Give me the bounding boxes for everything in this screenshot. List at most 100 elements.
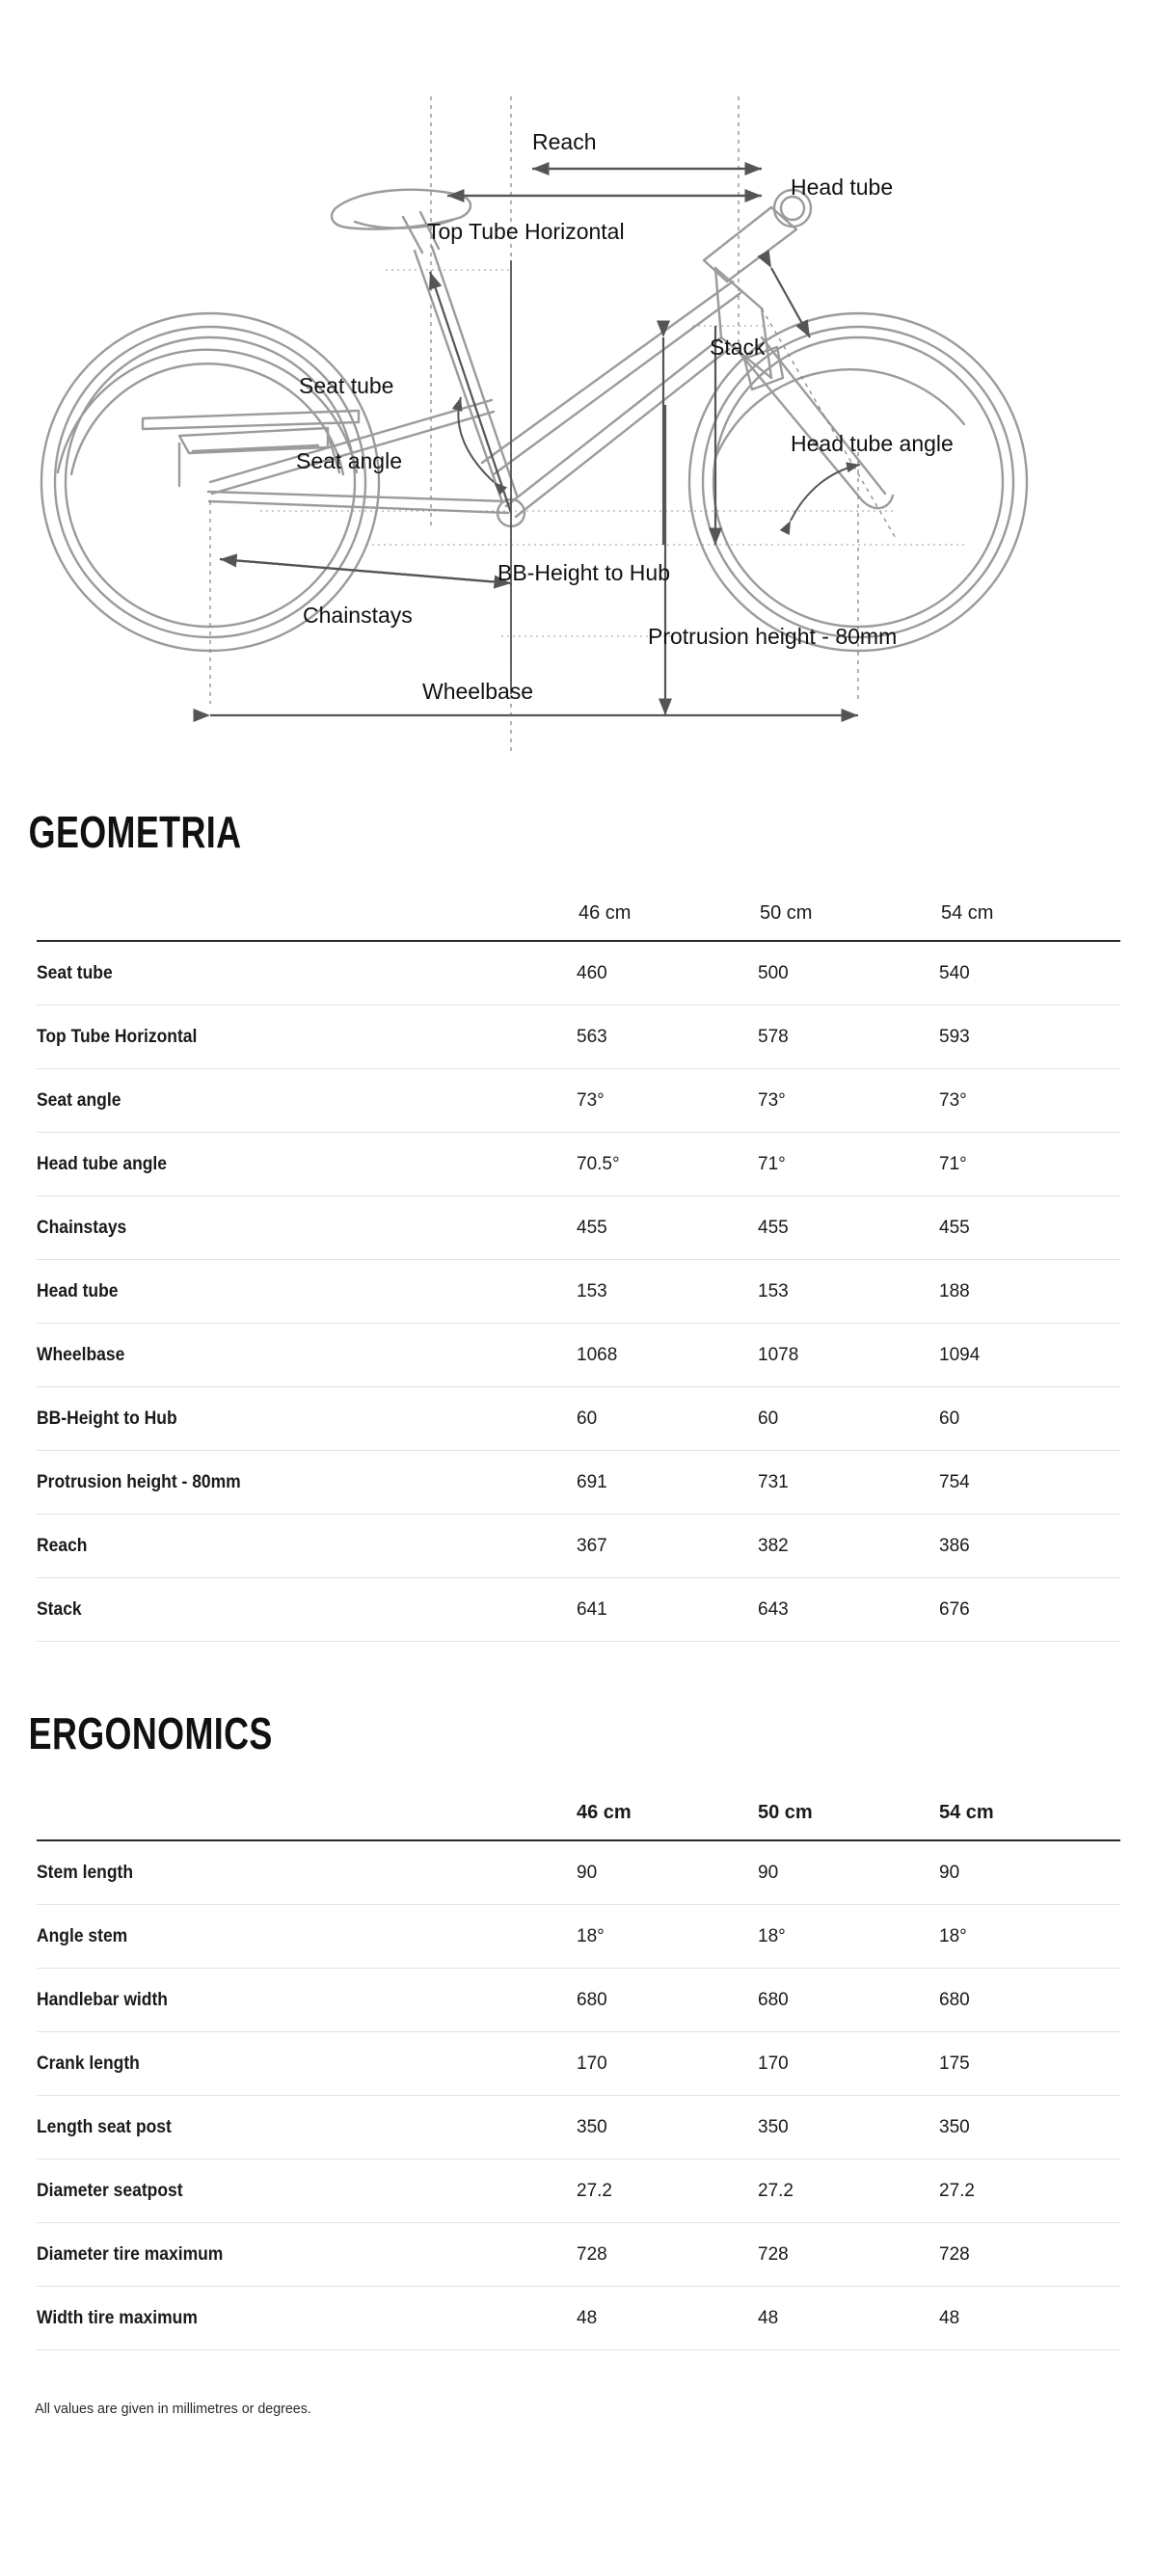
row-label: Stem length — [37, 1840, 534, 1905]
row-value-46: 691 — [577, 1450, 758, 1515]
seat-stay-lower — [210, 410, 496, 496]
ergonomics-table-body: Stem length 90 90 90 Angle stem 18° 18° … — [37, 1840, 1120, 2350]
row-value-46: 27.2 — [577, 2159, 758, 2223]
ergonomics-table-head: 46 cm 50 cm 54 cm — [37, 1802, 1120, 1840]
table-row: Wheelbase 1068 1078 1094 — [37, 1323, 1120, 1387]
row-value-54: 593 — [939, 1005, 1120, 1069]
fork-crown — [742, 345, 785, 391]
ergonomics-section-header: ERGONOMICS — [0, 1648, 1157, 1802]
row-value-50: 90 — [758, 1840, 939, 1905]
row-value-54: 754 — [939, 1450, 1120, 1515]
row-label: Diameter tire maximum — [37, 2222, 534, 2287]
geometry-header-row: 46 cm 50 cm 54 cm — [37, 902, 1120, 941]
table-row: Length seat post 350 350 350 — [37, 2095, 1120, 2160]
down-tube-upper — [504, 335, 723, 508]
top-tube-lower — [492, 291, 742, 476]
row-value-50: 1078 — [758, 1323, 939, 1387]
ergonomics-header-row: 46 cm 50 cm 54 cm — [37, 1802, 1120, 1840]
row-value-54: 18° — [939, 1904, 1120, 1969]
dimension-arrows — [193, 161, 861, 723]
row-value-54: 175 — [939, 2031, 1120, 2096]
row-value-50: 153 — [758, 1259, 939, 1324]
row-value-54: 188 — [939, 1259, 1120, 1324]
handlebar-clamp-outer — [772, 188, 813, 228]
row-value-46: 641 — [577, 1577, 758, 1642]
row-value-50: 731 — [758, 1450, 939, 1515]
geometry-section-header: GEOMETRIA — [0, 752, 1157, 902]
guide-lines-fine — [260, 269, 964, 637]
row-value-46: 728 — [577, 2222, 758, 2287]
geometry-title: GEOMETRIA — [28, 807, 242, 857]
row-label: Seat angle — [37, 1068, 534, 1133]
row-value-54: 386 — [939, 1514, 1120, 1578]
row-value-46: 18° — [577, 1904, 758, 1969]
row-value-46: 563 — [577, 1005, 758, 1069]
ergonomics-header-54cm: 54 cm — [939, 1802, 994, 1823]
row-value-50: 71° — [758, 1132, 939, 1196]
table-row: Handlebar width 680 680 680 — [37, 1968, 1120, 2032]
row-value-54: 48 — [939, 2286, 1120, 2350]
row-value-54: 73° — [939, 1068, 1120, 1133]
geometry-table-head: 46 cm 50 cm 54 cm — [37, 902, 1120, 941]
row-label: Head tube — [37, 1259, 534, 1324]
table-row: Top Tube Horizontal 563 578 593 — [37, 1005, 1120, 1069]
geometry-header-46cm: 46 cm — [578, 902, 632, 924]
chainstays-arrow-2 — [219, 557, 512, 589]
label-seat-angle: Seat angle — [296, 448, 402, 473]
row-value-46: 367 — [577, 1514, 758, 1578]
row-value-46: 48 — [577, 2286, 758, 2350]
row-label: Width tire maximum — [37, 2286, 534, 2350]
table-row: Head tube 153 153 188 — [37, 1259, 1120, 1324]
row-label: Seat tube — [37, 941, 534, 1006]
ergonomics-header-46cm: 46 cm — [577, 1802, 632, 1823]
fork-dropout — [861, 494, 895, 510]
geometry-header-54cm: 54 cm — [941, 902, 994, 924]
row-value-46: 170 — [577, 2031, 758, 2096]
row-value-46: 460 — [577, 941, 758, 1006]
ergonomics-table: 46 cm 50 cm 54 cm Stem length 90 90 90 A… — [37, 1802, 1120, 2350]
row-label: Diameter seatpost — [37, 2159, 534, 2223]
table-row: Diameter seatpost 27.2 27.2 27.2 — [37, 2159, 1120, 2223]
label-reach: Reach — [532, 129, 596, 154]
row-value-50: 60 — [758, 1386, 939, 1451]
row-value-50: 18° — [758, 1904, 939, 1969]
table-row: Head tube angle 70.5° 71° 71° — [37, 1132, 1120, 1196]
head-tube-arrow — [757, 250, 811, 338]
row-label: Reach — [37, 1514, 534, 1578]
bicycle-geometry-diagram: Reach Top Tube Horizontal Head tube Stac… — [0, 0, 1157, 752]
top-tube-upper — [480, 280, 735, 465]
table-row: Seat tube 460 500 540 — [37, 941, 1120, 1006]
row-value-50: 680 — [758, 1968, 939, 2032]
table-row: Stack 641 643 676 — [37, 1577, 1120, 1642]
label-head-tube-angle: Head tube angle — [791, 431, 954, 456]
ergonomics-table-wrap: 46 cm 50 cm 54 cm Stem length 90 90 90 A… — [0, 1802, 1157, 2350]
table-row: Angle stem 18° 18° 18° — [37, 1904, 1120, 1969]
row-value-50: 455 — [758, 1195, 939, 1260]
seat-stay-upper — [208, 398, 494, 484]
row-value-46: 153 — [577, 1259, 758, 1324]
row-value-46: 73° — [577, 1068, 758, 1133]
row-value-54: 71° — [939, 1132, 1120, 1196]
table-row: Crank length 170 170 175 — [37, 2031, 1120, 2096]
head-tube-angle-arc — [779, 462, 861, 536]
row-value-46: 680 — [577, 1968, 758, 2032]
row-label: BB-Height to Hub — [37, 1386, 534, 1451]
row-value-46: 350 — [577, 2095, 758, 2160]
ergonomics-title: ERGONOMICS — [28, 1708, 273, 1758]
rack-strut-right — [326, 432, 341, 474]
row-label: Handlebar width — [37, 1968, 534, 2032]
rear-mudguard-outer — [56, 348, 359, 474]
row-value-46: 455 — [577, 1195, 758, 1260]
row-value-54: 728 — [939, 2222, 1120, 2287]
label-chainstays: Chainstays — [303, 603, 413, 628]
row-value-50: 643 — [758, 1577, 939, 1642]
row-label: Chainstays — [37, 1195, 534, 1260]
row-label: Stack — [37, 1577, 534, 1642]
geometry-header-label — [37, 902, 577, 941]
seat-angle-arc — [451, 396, 508, 496]
handlebar-clamp-inner — [779, 195, 806, 222]
geometry-table-body: Seat tube 460 500 540 Top Tube Horizonta… — [37, 941, 1120, 1642]
seatpost-left — [401, 215, 424, 255]
table-row: Reach 367 382 386 — [37, 1514, 1120, 1578]
seat-tube-arrow — [428, 271, 513, 514]
